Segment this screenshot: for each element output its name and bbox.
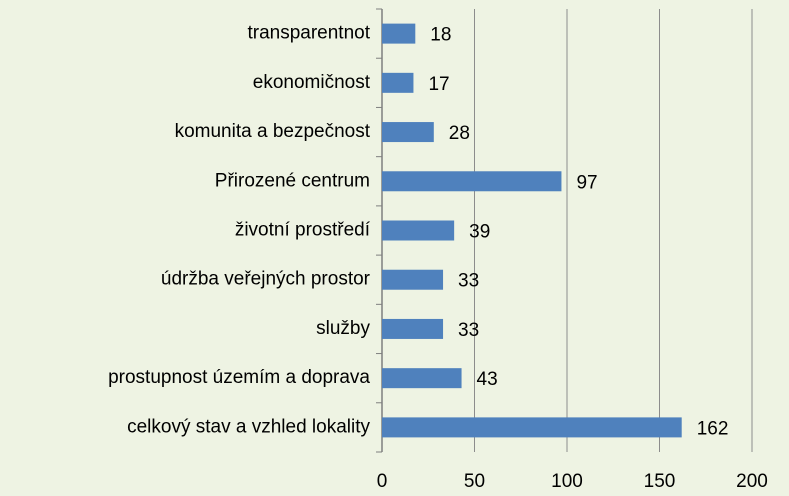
data-label: 33: [458, 271, 479, 292]
x-tick-label: 100: [551, 471, 583, 492]
data-label: 39: [469, 222, 490, 243]
data-label: 43: [477, 369, 498, 390]
x-tick-label: 50: [464, 471, 485, 492]
y-tick-label: celkový stav a vzhled lokality: [127, 416, 370, 437]
y-tick-label: ekonomičnost: [253, 72, 371, 93]
x-tick-label: 0: [377, 471, 388, 492]
y-tick-label: transparentnot: [247, 23, 370, 44]
bar: [382, 72, 414, 93]
x-tick-label: 200: [736, 471, 768, 492]
y-tick-label: Přirozené centrum: [215, 170, 370, 191]
data-label: 17: [428, 74, 449, 95]
bar: [382, 171, 562, 192]
y-tick-label: údržba veřejných prostor: [161, 269, 371, 290]
bar: [382, 417, 682, 438]
data-label: 162: [697, 418, 729, 439]
y-tick-label: služby: [316, 318, 370, 339]
bar: [382, 269, 444, 290]
data-label: 97: [576, 172, 597, 193]
x-tick-label: 150: [644, 471, 676, 492]
y-tick-label: komunita a bezpečnost: [175, 121, 371, 142]
bar: [382, 318, 444, 339]
data-label: 18: [430, 25, 451, 46]
bar: [382, 368, 462, 389]
bar: [382, 23, 416, 44]
bar: [382, 122, 434, 143]
y-tick-label: prostupnost územím a doprava: [108, 367, 370, 388]
data-label: 33: [458, 320, 479, 341]
y-tick-label: životní prostředí: [235, 220, 371, 241]
data-label: 28: [449, 123, 470, 144]
bar: [382, 220, 455, 241]
